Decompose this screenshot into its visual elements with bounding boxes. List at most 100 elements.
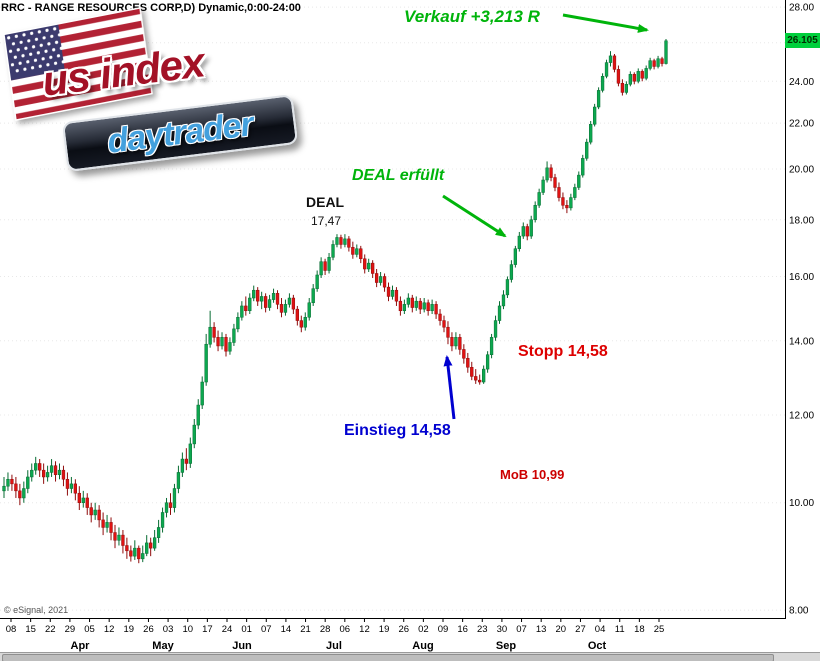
candle bbox=[283, 304, 288, 313]
candle bbox=[109, 522, 113, 533]
candle bbox=[442, 320, 446, 328]
candle bbox=[398, 300, 403, 312]
annotation-deal-price[interactable]: 17,47 bbox=[311, 214, 342, 228]
candle bbox=[97, 509, 101, 521]
annotation-stopp[interactable]: Stopp 14,58 bbox=[518, 343, 608, 360]
candle bbox=[65, 479, 70, 489]
x-axis-tick-label: 18 bbox=[634, 624, 645, 635]
candle bbox=[45, 472, 50, 478]
candle bbox=[592, 106, 597, 125]
candle bbox=[359, 248, 363, 260]
candle bbox=[22, 488, 26, 499]
candle bbox=[497, 305, 502, 321]
candle bbox=[232, 328, 236, 343]
annotation-deal-erfuellt[interactable]: DEAL erfüllt bbox=[352, 167, 445, 184]
x-axis-tick-label: 26 bbox=[143, 624, 154, 635]
x-axis-tick-label: 08 bbox=[6, 624, 17, 635]
candle bbox=[319, 261, 323, 276]
candle bbox=[228, 342, 232, 352]
einstieg-arrow[interactable] bbox=[443, 355, 456, 420]
candle bbox=[81, 497, 85, 503]
month-label: Oct bbox=[588, 640, 607, 652]
candle bbox=[145, 542, 149, 554]
month-label: Jun bbox=[232, 640, 252, 652]
x-axis-tick-label: 28 bbox=[320, 624, 331, 635]
candle bbox=[196, 404, 200, 426]
candle bbox=[537, 192, 541, 206]
y-axis-label: 20.00 bbox=[789, 165, 814, 176]
x-axis-tick-label: 27 bbox=[575, 624, 586, 635]
candle bbox=[141, 553, 145, 560]
x-axis-tick-label: 23 bbox=[477, 624, 488, 635]
x-axis-tick-label: 04 bbox=[595, 624, 606, 635]
candle bbox=[156, 527, 161, 538]
candle bbox=[299, 320, 303, 328]
candle bbox=[565, 205, 569, 209]
annotation-einstieg[interactable]: Einstieg 14,58 bbox=[344, 422, 451, 439]
x-axis-tick-label: 13 bbox=[536, 624, 547, 635]
candle bbox=[470, 367, 474, 377]
candle bbox=[38, 463, 42, 471]
y-axis-label: 16.00 bbox=[789, 272, 814, 283]
y-axis-label: 22.00 bbox=[789, 119, 814, 130]
candle bbox=[529, 219, 533, 237]
x-axis-tick-label: 16 bbox=[457, 624, 468, 635]
candle bbox=[113, 532, 117, 541]
candle bbox=[644, 68, 648, 79]
y-axis-label: 28.00 bbox=[789, 3, 814, 14]
candle bbox=[351, 247, 355, 255]
candle bbox=[240, 305, 244, 318]
candle bbox=[482, 368, 486, 383]
candle bbox=[474, 376, 478, 381]
horizontal-scrollbar[interactable] bbox=[0, 652, 820, 661]
horizontal-scrollbar-thumb[interactable] bbox=[2, 654, 774, 661]
candle bbox=[505, 279, 510, 296]
candle bbox=[426, 302, 430, 312]
candle bbox=[632, 74, 636, 82]
candle bbox=[271, 293, 276, 300]
verkauf-arrow[interactable] bbox=[562, 13, 649, 33]
candle bbox=[525, 226, 529, 237]
candle bbox=[327, 257, 331, 271]
candle bbox=[256, 289, 260, 302]
candle bbox=[517, 235, 521, 249]
candle bbox=[248, 297, 252, 312]
deal-arrow[interactable] bbox=[442, 194, 507, 238]
annotation-mob[interactable]: MoB 10,99 bbox=[500, 467, 565, 482]
candle bbox=[164, 502, 169, 513]
candle bbox=[220, 337, 224, 347]
candle bbox=[509, 264, 514, 280]
candle bbox=[291, 297, 296, 310]
y-axis-label: 24.00 bbox=[789, 77, 814, 88]
candle bbox=[652, 60, 656, 67]
candle bbox=[263, 296, 268, 308]
candle bbox=[18, 490, 22, 499]
candle bbox=[252, 289, 256, 299]
candle bbox=[200, 381, 204, 406]
candle bbox=[402, 304, 407, 312]
candle bbox=[581, 158, 585, 176]
candle bbox=[545, 167, 549, 181]
candle bbox=[600, 76, 605, 91]
x-axis-tick-label: 06 bbox=[340, 624, 351, 635]
candle bbox=[624, 84, 629, 93]
x-axis-tick-label: 25 bbox=[654, 624, 665, 635]
x-axis-tick-label: 02 bbox=[418, 624, 429, 635]
annotation-verkauf[interactable]: Verkauf +3,213 R bbox=[404, 7, 540, 26]
candle bbox=[10, 479, 14, 485]
candle bbox=[628, 74, 632, 85]
candle bbox=[604, 62, 609, 77]
candle bbox=[378, 276, 383, 283]
candle bbox=[374, 273, 379, 283]
x-axis-tick-label: 30 bbox=[497, 624, 508, 635]
candle bbox=[485, 354, 490, 370]
candle bbox=[69, 483, 74, 489]
candle bbox=[172, 488, 177, 508]
annotation-deal[interactable]: DEAL bbox=[306, 194, 345, 210]
candle bbox=[315, 274, 319, 289]
x-axis-tick-label: 26 bbox=[398, 624, 409, 635]
candle bbox=[34, 463, 38, 471]
y-axis-label: 18.00 bbox=[789, 215, 814, 226]
